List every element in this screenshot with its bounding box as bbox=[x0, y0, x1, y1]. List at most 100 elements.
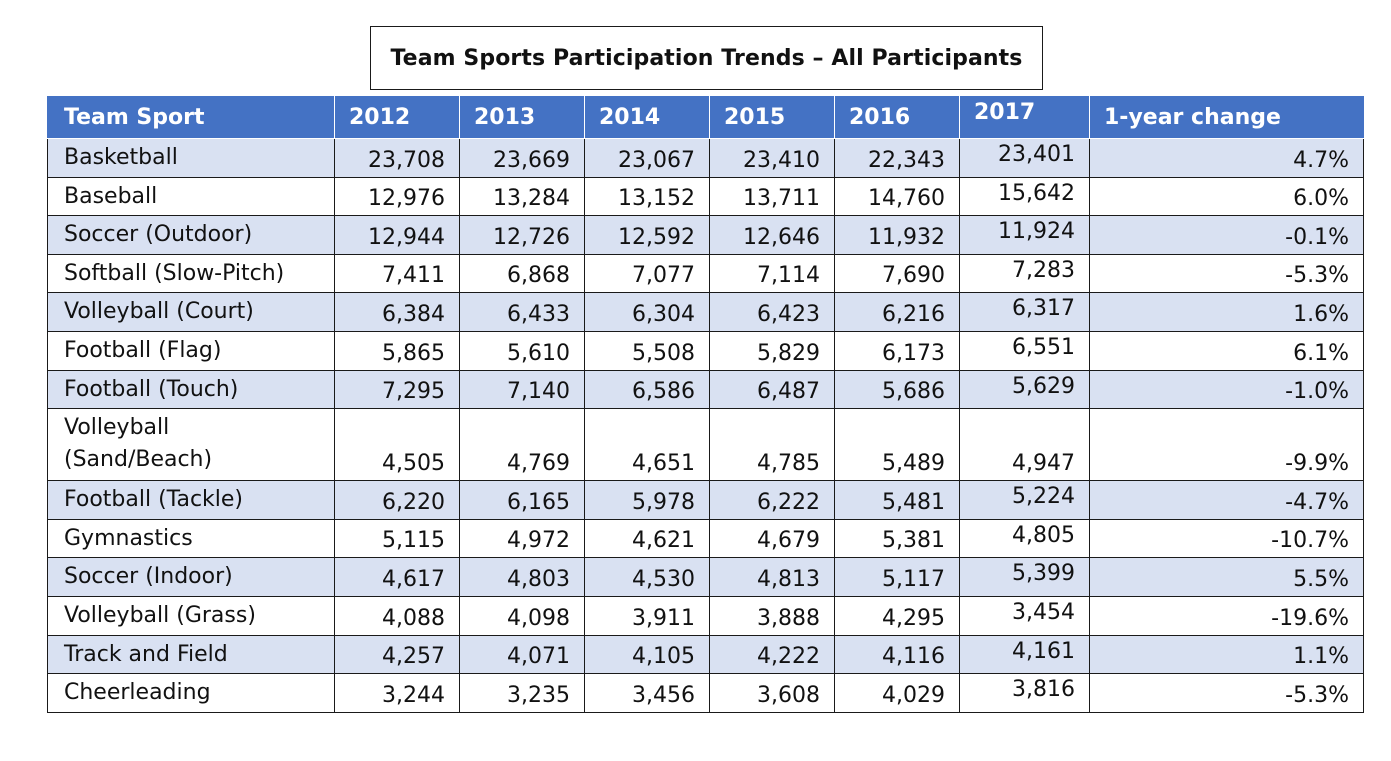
sport-name-cell: Cheerleading bbox=[47, 673, 335, 713]
table-row: Football (Flag) 5,865 5,610 5,508 5,829 6,173… bbox=[47, 330, 1364, 371]
sport-name-cell: Baseball bbox=[47, 176, 335, 217]
one-year-change-cell: 6.1% bbox=[1089, 330, 1364, 371]
value-cell-2014: 7,077 bbox=[584, 253, 710, 294]
value-cell-2017: 5,224 bbox=[959, 480, 1090, 520]
one-year-change-cell: 6.0% bbox=[1089, 176, 1364, 217]
value-cell-2012: 4,617 bbox=[334, 557, 460, 597]
value-cell-2017: 3,454 bbox=[959, 595, 1090, 636]
value-cell-2015: 5,829 bbox=[709, 330, 835, 371]
value-cell-2015: 6,222 bbox=[709, 480, 835, 520]
one-year-change-cell: 5.5% bbox=[1089, 557, 1364, 597]
value-cell-2013: 13,284 bbox=[459, 176, 585, 217]
sport-name-cell: Gymnastics bbox=[47, 518, 335, 559]
value-cell-2014: 3,456 bbox=[584, 673, 710, 713]
column-header-2017: 2017 bbox=[959, 96, 1090, 139]
column-header-2016: 2016 bbox=[834, 96, 960, 139]
value-cell-2013: 6,165 bbox=[459, 480, 585, 520]
value-cell-2012: 12,976 bbox=[334, 176, 460, 217]
sport-name-cell: Football (Flag) bbox=[47, 330, 335, 371]
value-cell-2012: 6,384 bbox=[334, 292, 460, 332]
table-row: Softball (Slow-Pitch) 7,411 6,868 7,077 7,11… bbox=[47, 253, 1364, 294]
one-year-change-cell: -19.6% bbox=[1089, 595, 1364, 636]
value-cell-2016: 14,760 bbox=[834, 176, 960, 217]
sport-name-cell: Volleyball (Grass) bbox=[47, 595, 335, 636]
column-header-1-year-change: 1-year change bbox=[1089, 96, 1364, 139]
value-cell-2015: 12,646 bbox=[709, 215, 835, 255]
value-cell-2013: 6,868 bbox=[459, 253, 585, 294]
value-cell-2015: 4,679 bbox=[709, 518, 835, 559]
value-cell-2014: 4,621 bbox=[584, 518, 710, 559]
table-row: Soccer (Indoor) 4,617 4,803 4,530 4,813 5,117… bbox=[47, 557, 1364, 597]
sport-name-cell: Volleyball (Sand/Beach) bbox=[47, 408, 335, 482]
value-cell-2016: 6,216 bbox=[834, 292, 960, 332]
value-cell-2016: 5,117 bbox=[834, 557, 960, 597]
value-cell-2012: 23,708 bbox=[334, 138, 460, 178]
one-year-change-cell: -0.1% bbox=[1089, 215, 1364, 255]
sport-name-cell: Soccer (Indoor) bbox=[47, 557, 335, 597]
value-cell-2014: 12,592 bbox=[584, 215, 710, 255]
value-cell-2013: 4,769 bbox=[459, 408, 585, 482]
table-row: Cheerleading 3,244 3,235 3,456 3,608 4,029 3,8… bbox=[47, 673, 1364, 713]
value-cell-2016: 7,690 bbox=[834, 253, 960, 294]
table-row: Gymnastics 5,115 4,972 4,621 4,679 5,381 4,805… bbox=[47, 518, 1364, 559]
value-cell-2016: 5,489 bbox=[834, 408, 960, 482]
value-cell-2017: 4,947 bbox=[959, 408, 1090, 482]
value-cell-2012: 5,865 bbox=[334, 330, 460, 371]
sport-name-cell: Football (Tackle) bbox=[47, 480, 335, 520]
value-cell-2012: 4,257 bbox=[334, 634, 460, 675]
value-cell-2015: 7,114 bbox=[709, 253, 835, 294]
one-year-change-cell: -10.7% bbox=[1089, 518, 1364, 559]
value-cell-2015: 4,785 bbox=[709, 408, 835, 482]
header-row: Team Sport 2012 2013 2014 2015 2016 2017… bbox=[47, 96, 1364, 139]
sport-name-cell: Basketball bbox=[47, 138, 335, 178]
value-cell-2014: 5,978 bbox=[584, 480, 710, 520]
sport-name-cell: Football (Touch) bbox=[47, 369, 335, 410]
value-cell-2016: 5,381 bbox=[834, 518, 960, 559]
value-cell-2017: 5,399 bbox=[959, 557, 1090, 597]
one-year-change-cell: -5.3% bbox=[1089, 253, 1364, 294]
value-cell-2017: 4,161 bbox=[959, 634, 1090, 675]
one-year-change-cell: 1.6% bbox=[1089, 292, 1364, 332]
value-cell-2013: 4,098 bbox=[459, 595, 585, 636]
table-row: Track and Field 4,257 4,071 4,105 4,222 4,116… bbox=[47, 634, 1364, 675]
value-cell-2015: 4,222 bbox=[709, 634, 835, 675]
table-row: Basketball 23,708 23,669 23,067 23,410 22,343… bbox=[47, 138, 1364, 178]
value-cell-2015: 3,608 bbox=[709, 673, 835, 713]
value-cell-2014: 4,530 bbox=[584, 557, 710, 597]
participation-table: Team Sport 2012 2013 2014 2015 2016 2017… bbox=[47, 96, 1364, 713]
table-row: Volleyball (Sand/Beach) 4,505 4,769 4,651 4,… bbox=[47, 408, 1364, 482]
value-cell-2014: 13,152 bbox=[584, 176, 710, 217]
table-body: Basketball 23,708 23,669 23,067 23,410 22,343… bbox=[47, 138, 1364, 713]
value-cell-2017: 3,816 bbox=[959, 673, 1090, 713]
table-row: Volleyball (Court) 6,384 6,433 6,304 6,423 6,… bbox=[47, 292, 1364, 332]
value-cell-2013: 4,071 bbox=[459, 634, 585, 675]
value-cell-2012: 3,244 bbox=[334, 673, 460, 713]
one-year-change-cell: -1.0% bbox=[1089, 369, 1364, 410]
table-row: Football (Tackle) 6,220 6,165 5,978 6,222 5,4… bbox=[47, 480, 1364, 520]
value-cell-2013: 7,140 bbox=[459, 369, 585, 410]
value-cell-2017: 4,805 bbox=[959, 518, 1090, 559]
value-cell-2016: 4,116 bbox=[834, 634, 960, 675]
value-cell-2017: 23,401 bbox=[959, 138, 1090, 178]
value-cell-2012: 7,411 bbox=[334, 253, 460, 294]
value-cell-2015: 6,423 bbox=[709, 292, 835, 332]
value-cell-2017: 6,551 bbox=[959, 330, 1090, 371]
value-cell-2014: 6,586 bbox=[584, 369, 710, 410]
sport-name-cell: Track and Field bbox=[47, 634, 335, 675]
value-cell-2015: 3,888 bbox=[709, 595, 835, 636]
value-cell-2017: 5,629 bbox=[959, 369, 1090, 410]
one-year-change-cell: 1.1% bbox=[1089, 634, 1364, 675]
sport-name-cell: Volleyball (Court) bbox=[47, 292, 335, 332]
value-cell-2016: 6,173 bbox=[834, 330, 960, 371]
column-header-2012: 2012 bbox=[334, 96, 460, 139]
sport-name-cell: Softball (Slow-Pitch) bbox=[47, 253, 335, 294]
value-cell-2013: 4,803 bbox=[459, 557, 585, 597]
value-cell-2014: 5,508 bbox=[584, 330, 710, 371]
column-header-2013: 2013 bbox=[459, 96, 585, 139]
value-cell-2017: 7,283 bbox=[959, 253, 1090, 294]
value-cell-2012: 7,295 bbox=[334, 369, 460, 410]
value-cell-2012: 6,220 bbox=[334, 480, 460, 520]
value-cell-2017: 15,642 bbox=[959, 176, 1090, 217]
value-cell-2016: 11,932 bbox=[834, 215, 960, 255]
sport-name-cell: Soccer (Outdoor) bbox=[47, 215, 335, 255]
